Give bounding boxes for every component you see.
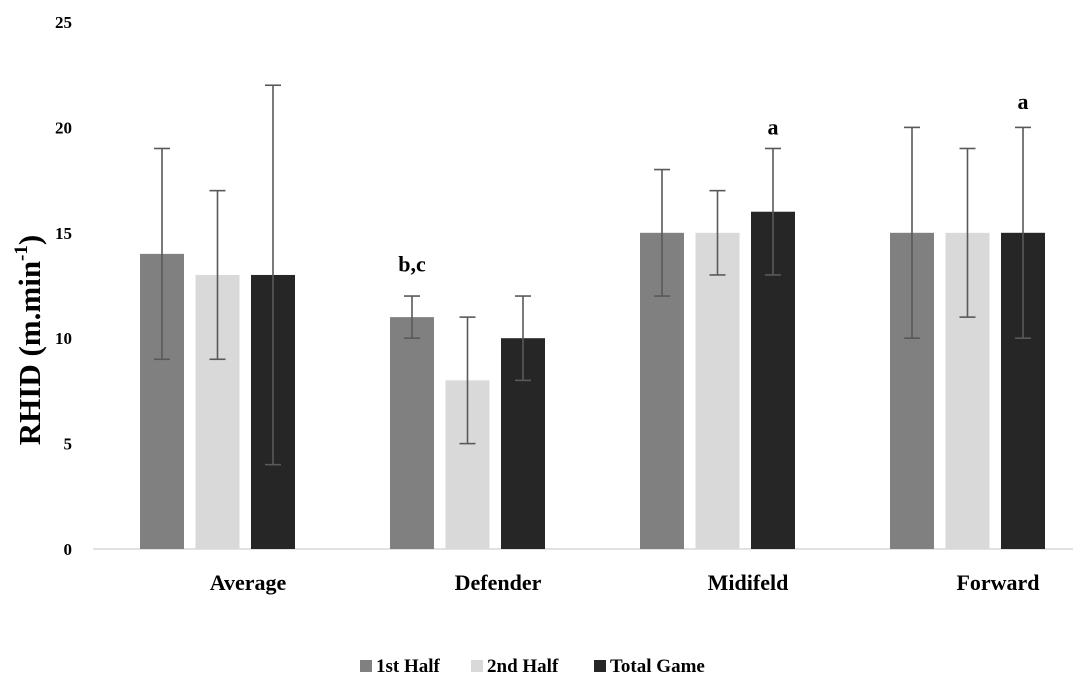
legend-item: 2nd Half bbox=[471, 656, 559, 677]
y-tick-label: 5 bbox=[64, 435, 73, 454]
error-bar bbox=[515, 295, 531, 382]
y-axis-label-text: RHID (m.min-1) bbox=[11, 235, 47, 445]
significance-annotation: b,c bbox=[398, 251, 426, 276]
legend-swatch bbox=[360, 660, 372, 672]
y-tick-label: 25 bbox=[55, 13, 72, 32]
y-axis-label-close: ) bbox=[12, 235, 47, 245]
legend-label: 2nd Half bbox=[487, 656, 559, 677]
legend-swatch bbox=[471, 660, 483, 672]
legend-label: 1st Half bbox=[376, 656, 441, 677]
y-axis-label-main: RHID (m.min bbox=[12, 261, 47, 445]
category-label: Average bbox=[210, 570, 287, 595]
error-bar bbox=[654, 168, 670, 297]
error-bar bbox=[959, 147, 976, 318]
legend-label: Total Game bbox=[610, 656, 705, 677]
bar bbox=[695, 232, 740, 550]
y-tick-label: 20 bbox=[55, 118, 72, 137]
significance-annotation: a bbox=[768, 114, 779, 139]
error-bar bbox=[265, 84, 281, 466]
category-label: Defender bbox=[455, 570, 542, 595]
y-axis-label: RHID (m.min-1) bbox=[11, 235, 47, 445]
significance-annotation: a bbox=[1018, 89, 1029, 114]
error-bar bbox=[904, 126, 920, 340]
y-axis-label-superscript: -1 bbox=[11, 245, 32, 261]
legend-item: Total Game bbox=[594, 656, 705, 677]
y-tick-label: 0 bbox=[64, 540, 73, 559]
y-tick-label: 15 bbox=[55, 224, 72, 243]
legend-swatch bbox=[594, 660, 606, 672]
error-bar bbox=[1015, 126, 1031, 340]
error-bar bbox=[709, 189, 726, 276]
error-bar bbox=[459, 316, 476, 445]
bar bbox=[390, 317, 434, 549]
y-tick-label: 10 bbox=[55, 329, 72, 348]
category-label: Forward bbox=[956, 570, 1039, 595]
legend-item: 1st Half bbox=[360, 656, 441, 677]
error-bar bbox=[765, 147, 781, 276]
error-bar bbox=[404, 295, 420, 340]
error-bar bbox=[209, 189, 226, 361]
error-bar bbox=[154, 147, 170, 361]
category-label: Midifeld bbox=[708, 570, 789, 595]
